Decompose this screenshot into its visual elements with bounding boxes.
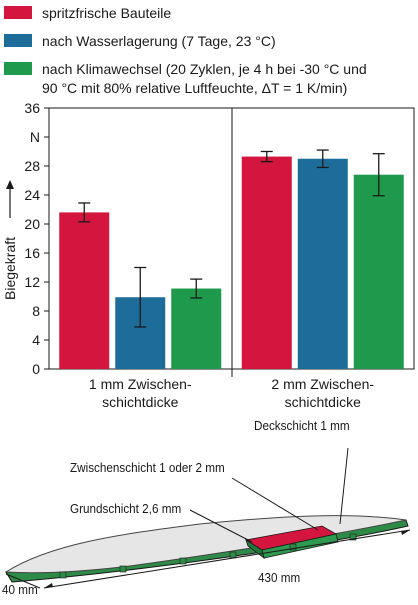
y-tick-label: 36: [24, 100, 40, 116]
bar: [171, 288, 222, 369]
leader-grundschicht: [189, 509, 253, 543]
bar: [297, 158, 348, 369]
bar-chart: 0 4 8 12 16 20 24 28 N 36 Biegekraft 1 mm Zwischen-…: [2, 100, 415, 410]
y-tick-label: 12: [24, 274, 40, 290]
y-tick-label: 0: [32, 361, 40, 377]
label-deckschicht: Deckschicht 1 mm: [254, 418, 350, 433]
y-tick-label: 24: [24, 187, 40, 203]
legend-label: nach Wasserlagerung (7 Tage, 23 °C): [42, 33, 276, 49]
legend-item-series-3: nach Klimawechsel (20 Zyklen, je 4 h bei…: [4, 60, 367, 98]
label-width: 40 mm: [2, 582, 38, 597]
component-top-surface: [4, 515, 407, 574]
dimension-arrow-right: [401, 530, 410, 535]
y-tick-label: 20: [24, 216, 40, 232]
y-tick-label: N: [30, 129, 40, 145]
legend-swatch: [4, 6, 32, 19]
label-grundschicht: Grundschicht 2,6 mm: [70, 501, 182, 516]
y-tick-label: 8: [32, 303, 40, 319]
bar: [241, 156, 292, 369]
label-length: 430 mm: [258, 570, 301, 585]
dimension-arrow-left: [44, 583, 53, 588]
y-tick-label: 28: [24, 158, 40, 174]
legend-item-series-2: nach Wasserlagerung (7 Tage, 23 °C): [4, 32, 276, 51]
legend-label-line-1: nach Klimawechsel (20 Zyklen, je 4 h bei…: [42, 61, 367, 77]
leader-deckschicht: [339, 447, 349, 525]
y-axis-label-arrowhead: [6, 180, 14, 189]
bar: [353, 174, 404, 369]
bar: [59, 212, 110, 369]
category-label-line-1: 2 mm Zwischen-: [271, 376, 374, 392]
legend-swatch: [4, 62, 32, 75]
dimension-line-width: [5, 573, 41, 589]
dimension-line-length: [43, 529, 411, 589]
y-tick-label: 16: [24, 245, 40, 261]
legend-swatch: [4, 34, 32, 47]
legend-label: spritzfrische Bauteile: [42, 5, 172, 21]
label-zwischenschicht: Zwischenschicht 1 oder 2 mm: [70, 460, 225, 475]
sandwich-component-diagram: Deckschicht 1 mm Zwischenschicht 1 oder …: [0, 412, 418, 600]
legend-label-line-2: 90 °C mit 80% relative Luftfeuchte, ΔT =…: [42, 80, 348, 96]
component-drawing: [4, 447, 411, 589]
y-axis-label: Biegekraft: [2, 237, 18, 300]
category-label-line-2: schichtdicke: [102, 394, 178, 410]
legend-label: nach Klimawechsel (20 Zyklen, je 4 h bei…: [42, 60, 367, 98]
leader-zwischenschicht: [231, 477, 319, 531]
category-label-line-1: 1 mm Zwischen-: [89, 376, 192, 392]
legend-item-series-1: spritzfrische Bauteile: [4, 4, 171, 23]
y-tick-label: 4: [32, 332, 40, 348]
category-label-line-2: schichtdicke: [285, 394, 361, 410]
